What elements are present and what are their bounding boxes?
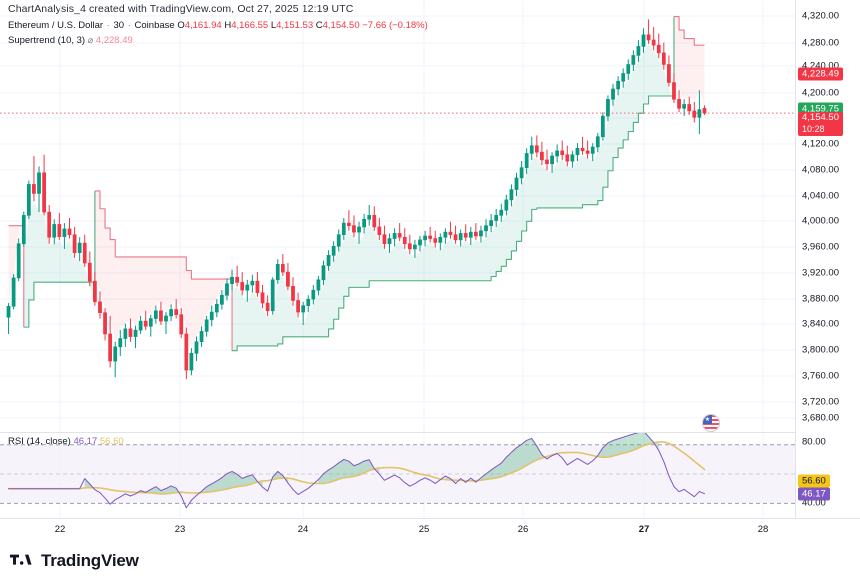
- price-pane[interactable]: [0, 0, 795, 432]
- rsi-background-band: [0, 444, 795, 504]
- price-axis-label: 3,960.00: [802, 241, 839, 253]
- rsi-ma-value: 56.60: [99, 436, 124, 447]
- price-axis-label: 3,760.00: [802, 370, 839, 382]
- price-axis-label: 3,720.00: [802, 396, 839, 408]
- tradingview-logo[interactable]: TradingView: [10, 551, 139, 571]
- change-value: −7.66: [362, 20, 387, 31]
- price-axis-label: 3,840.00: [802, 318, 839, 330]
- price-axis-label: 4,080.00: [802, 164, 839, 176]
- time-axis-label: 23: [174, 524, 186, 535]
- rsi-legend-row[interactable]: RSI (14, close) 46.17 56.60: [8, 436, 124, 449]
- rsi-axis-label: 80.00: [802, 436, 826, 448]
- flag-canton: ★: [703, 415, 712, 424]
- price-axis-label: 4,200.00: [802, 87, 839, 99]
- price-gridlines: [0, 15, 795, 419]
- last-price-badge[interactable]: 4,154.50 10:28: [798, 112, 843, 136]
- price-axis-label: 4,040.00: [802, 190, 839, 202]
- supertrend-value: 4,228.49: [95, 34, 133, 46]
- badge-timestamp: 10:28: [802, 123, 825, 134]
- price-axis-label: 4,240.00: [802, 60, 839, 72]
- price-axis-label: 4,320.00: [802, 10, 839, 22]
- badge-value: 4,159.75: [802, 103, 839, 115]
- time-axis-label: 22: [54, 524, 66, 535]
- rsi-name[interactable]: RSI (14, close): [8, 436, 71, 447]
- price-axis-label: 4,120.00: [802, 138, 839, 150]
- symbol-name[interactable]: Ethereum / U.S. Dollar: [8, 20, 104, 31]
- average-glyph-icon: ⌀: [87, 34, 94, 45]
- footer: TradingView: [0, 541, 860, 583]
- supertrend-name[interactable]: Supertrend (10, 3): [8, 34, 86, 46]
- price-axis-label: 3,680.00: [802, 412, 839, 424]
- tradingview-wordmark: TradingView: [41, 551, 139, 570]
- candlestick-series[interactable]: [6, 19, 707, 380]
- price-axis-label: 4,280.00: [802, 37, 839, 49]
- rsi-series-lines: [7, 433, 706, 509]
- rsi-value-badge[interactable]: 46.17: [798, 487, 830, 501]
- price-axis-label: 3,920.00: [802, 267, 839, 279]
- interval-label[interactable]: 30: [113, 20, 125, 31]
- time-axis-label: 25: [418, 524, 430, 535]
- price-scale[interactable]: 4,320.004,280.004,240.004,200.004,160.00…: [795, 0, 860, 432]
- badge-value: 4,154.50: [802, 112, 839, 123]
- pane-separator: [0, 432, 795, 433]
- attribution-text: ChartAnalysis_4 created with TradingView…: [8, 3, 354, 15]
- low-label: L: [270, 20, 277, 31]
- high-value: 4,166.55: [231, 20, 269, 31]
- badge-value: 4,228.49: [802, 68, 839, 80]
- supertrend-price-badge[interactable]: 4,228.49: [798, 67, 843, 81]
- supertrend-fill: [8, 16, 705, 351]
- time-axis-divider: [0, 518, 860, 519]
- vertical-gridlines: [59, 0, 764, 432]
- rsi-pane[interactable]: RSI (14, close) 46.17 56.60: [0, 433, 795, 518]
- close-label: C: [315, 20, 323, 31]
- time-axis-label: 27: [638, 524, 650, 535]
- high-label: H: [224, 20, 232, 31]
- low-value: 4,151.53: [276, 20, 314, 31]
- price-axis-label: 3,880.00: [802, 293, 839, 305]
- rsi-axis-label: 40.00: [802, 497, 826, 509]
- us-economic-event-flag-icon[interactable]: ★: [702, 414, 720, 432]
- price-chart-svg[interactable]: [0, 0, 795, 432]
- chart-legend: Ethereum / U.S. Dollar · 30 · Coinbase O…: [8, 20, 428, 47]
- flag-star-icon: ★: [704, 416, 711, 423]
- rsi-scale[interactable]: 80.00 40.00 56.60 46.17: [795, 433, 860, 518]
- price-axis-label: 4,000.00: [802, 215, 839, 227]
- price-axis-divider: [795, 0, 796, 518]
- rsi-chart-svg[interactable]: [0, 433, 795, 518]
- time-axis-label: 24: [297, 524, 309, 535]
- symbol-legend-row[interactable]: Ethereum / U.S. Dollar · 30 · Coinbase O…: [8, 20, 428, 31]
- rsi-value: 46.17: [73, 436, 98, 447]
- price-axis-label: 3,800.00: [802, 344, 839, 356]
- time-axis-label: 28: [757, 524, 769, 535]
- open-value: 4,161.94: [184, 20, 222, 31]
- open-label: O: [177, 20, 185, 31]
- time-scale[interactable]: 22 23 24 25 26 27 28: [0, 519, 860, 541]
- change-percent: (−0.18%): [388, 20, 428, 31]
- tradingview-mark-icon: [10, 554, 32, 565]
- supertrend-line: [8, 15, 705, 352]
- time-axis-label: 26: [517, 524, 529, 535]
- exchange-label: Coinbase: [134, 20, 175, 31]
- close-value: 4,154.50: [322, 20, 360, 31]
- supertrend-legend-row[interactable]: Supertrend (10, 3) ⌀ 4,228.49: [8, 34, 428, 48]
- rsi-ma-badge[interactable]: 56.60: [798, 474, 830, 488]
